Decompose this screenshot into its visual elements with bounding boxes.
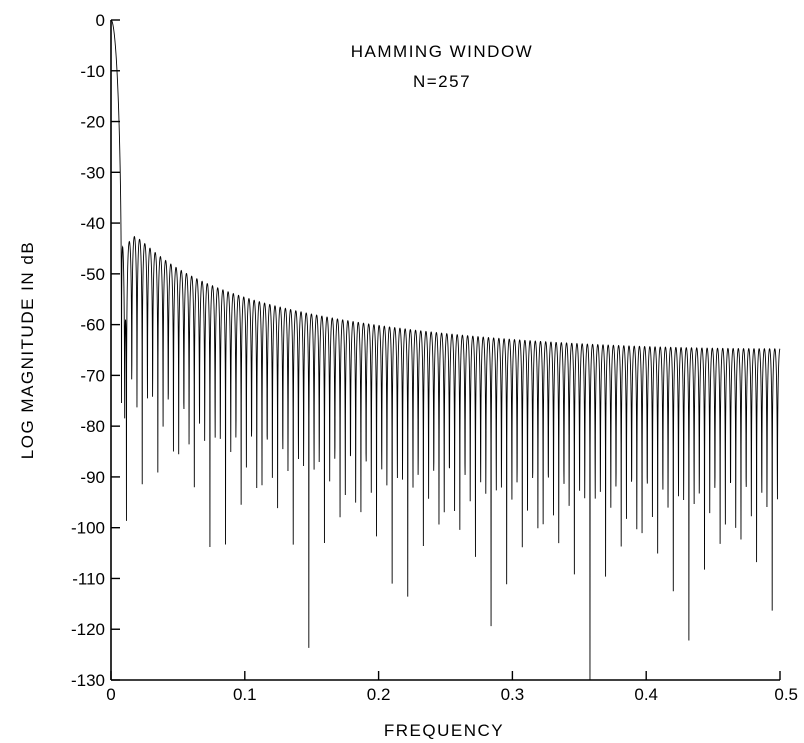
y-tick-label: -20 xyxy=(80,113,105,132)
x-tick-label: 0.1 xyxy=(233,685,257,704)
y-tick-label: -110 xyxy=(72,569,105,588)
y-tick-label: -10 xyxy=(80,62,105,81)
y-tick-label: -70 xyxy=(80,366,105,385)
y-tick-label: -30 xyxy=(80,163,105,182)
x-tick-label: 0.5 xyxy=(774,685,798,704)
y-tick-label: -100 xyxy=(71,519,105,538)
chart-title: HAMMING WINDOW xyxy=(351,42,533,61)
x-tick-label: 0 xyxy=(106,685,115,704)
y-tick-label: -40 xyxy=(80,214,105,233)
y-tick-label: -80 xyxy=(80,417,105,436)
y-tick-label: 0 xyxy=(96,11,105,30)
y-tick-label: -130 xyxy=(71,671,105,690)
response-line xyxy=(110,19,781,681)
tick-labels: 0 -10 -20 -30 -40 -50 -60 -70 -80 -90 -100 -110 -120… xyxy=(71,11,798,704)
x-axis-title: FREQUENCY xyxy=(384,721,504,740)
chart-subtitle: N=257 xyxy=(413,72,471,91)
frequency-response-curve xyxy=(110,19,781,681)
y-tick-label: -120 xyxy=(71,620,105,639)
y-axis-title: LOG MAGNITUDE IN dB xyxy=(18,241,37,459)
y-tick-label: -60 xyxy=(80,316,105,335)
axes xyxy=(110,20,780,681)
x-tick-label: 0.3 xyxy=(501,685,525,704)
x-tick-label: 0.4 xyxy=(634,685,658,704)
x-tick-label: 0.2 xyxy=(367,685,391,704)
y-tick-label: -50 xyxy=(80,265,105,284)
tick-marks xyxy=(110,19,781,681)
y-tick-label: -90 xyxy=(80,468,105,487)
